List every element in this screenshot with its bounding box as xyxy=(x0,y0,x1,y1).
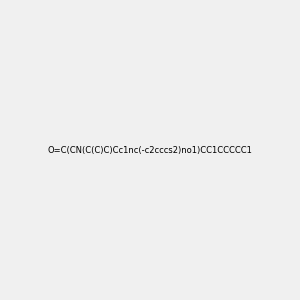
Text: O=C(CN(C(C)C)Cc1nc(-c2cccs2)no1)CC1CCCCC1: O=C(CN(C(C)C)Cc1nc(-c2cccs2)no1)CC1CCCCC… xyxy=(48,146,252,154)
